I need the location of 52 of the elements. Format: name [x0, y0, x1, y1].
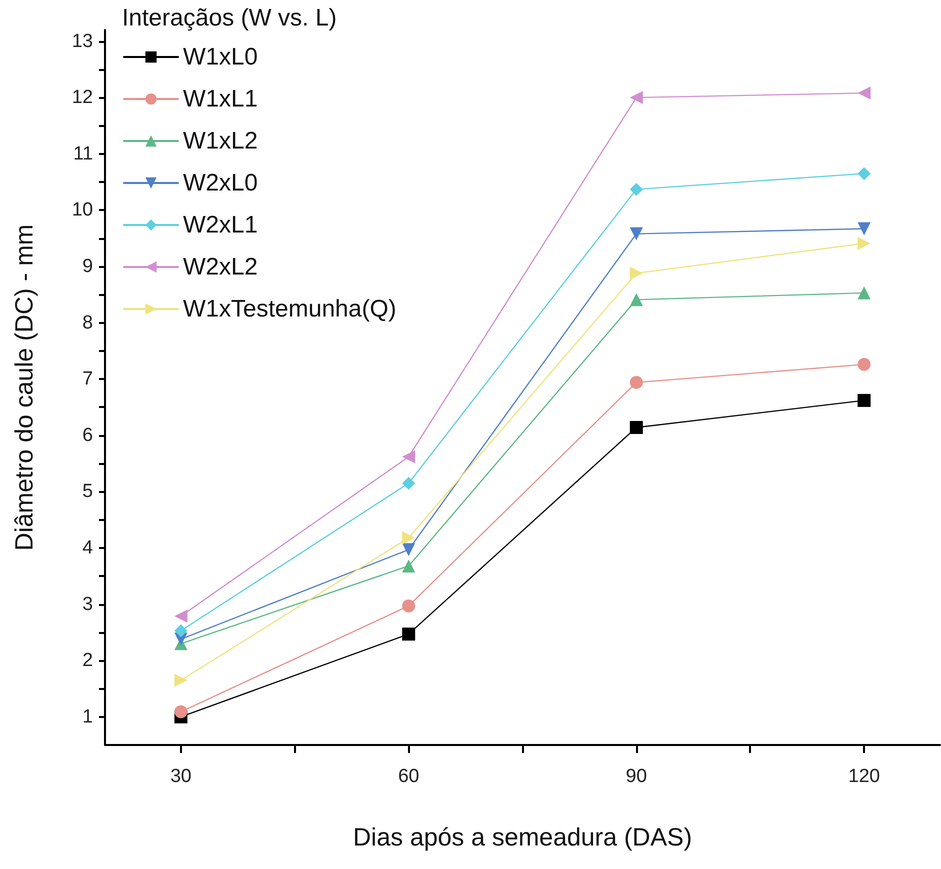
point [858, 86, 871, 100]
x-axis-title: Dias após a semeadura (DAS) [352, 824, 692, 852]
y-tick-label: 5 [82, 481, 93, 502]
point [402, 476, 416, 490]
x-tick-label: 120 [848, 766, 880, 787]
legend-label: W2xL0 [183, 170, 258, 196]
point [630, 420, 643, 434]
point [858, 394, 871, 407]
y-tick-label: 8 [82, 312, 93, 334]
legend-title: Interaçãos (W vs. L) [122, 4, 337, 32]
point [630, 182, 643, 196]
legend-label: W1xL0 [183, 44, 258, 70]
y-tick-label: 7 [82, 368, 93, 390]
point [402, 543, 416, 556]
point [630, 227, 643, 240]
point [402, 450, 416, 464]
legend-label: W1xTestemunha(Q) [183, 296, 396, 322]
y-tick-label: 11 [73, 143, 93, 164]
y-tick-label: 10 [72, 200, 93, 221]
point [858, 358, 871, 371]
legend-label: W2xL1 [183, 212, 258, 238]
point [174, 624, 188, 638]
y-tick-label: 6 [82, 424, 93, 446]
y-tick-label: 9 [82, 256, 93, 277]
point [858, 286, 871, 300]
legend-label: W1xL1 [183, 86, 258, 112]
point [630, 91, 643, 104]
point [402, 628, 416, 641]
point [174, 674, 188, 687]
point [402, 531, 416, 544]
point [630, 266, 643, 280]
y-axis-title: Diâmetro do caule (DC) - mm [10, 224, 38, 551]
point [858, 236, 871, 250]
y-tick-label: 3 [82, 594, 93, 615]
y-tick-label: 1 [82, 706, 93, 728]
point [402, 599, 416, 612]
y-tick-label: 12 [72, 87, 93, 108]
legend-label: W2xL2 [183, 254, 258, 280]
point [402, 559, 416, 572]
x-tick-label: 90 [626, 766, 647, 787]
point [174, 705, 188, 718]
point [630, 293, 643, 306]
y-tick-label: 2 [82, 650, 93, 672]
point [174, 610, 188, 623]
x-tick-label: 60 [398, 766, 420, 787]
point [630, 376, 643, 389]
point [858, 167, 871, 180]
legend-label: W1xL2 [183, 128, 258, 154]
x-tick-label: 30 [170, 766, 192, 787]
y-tick-label: 13 [72, 30, 93, 52]
point [858, 222, 871, 236]
y-tick-label: 4 [82, 537, 94, 558]
